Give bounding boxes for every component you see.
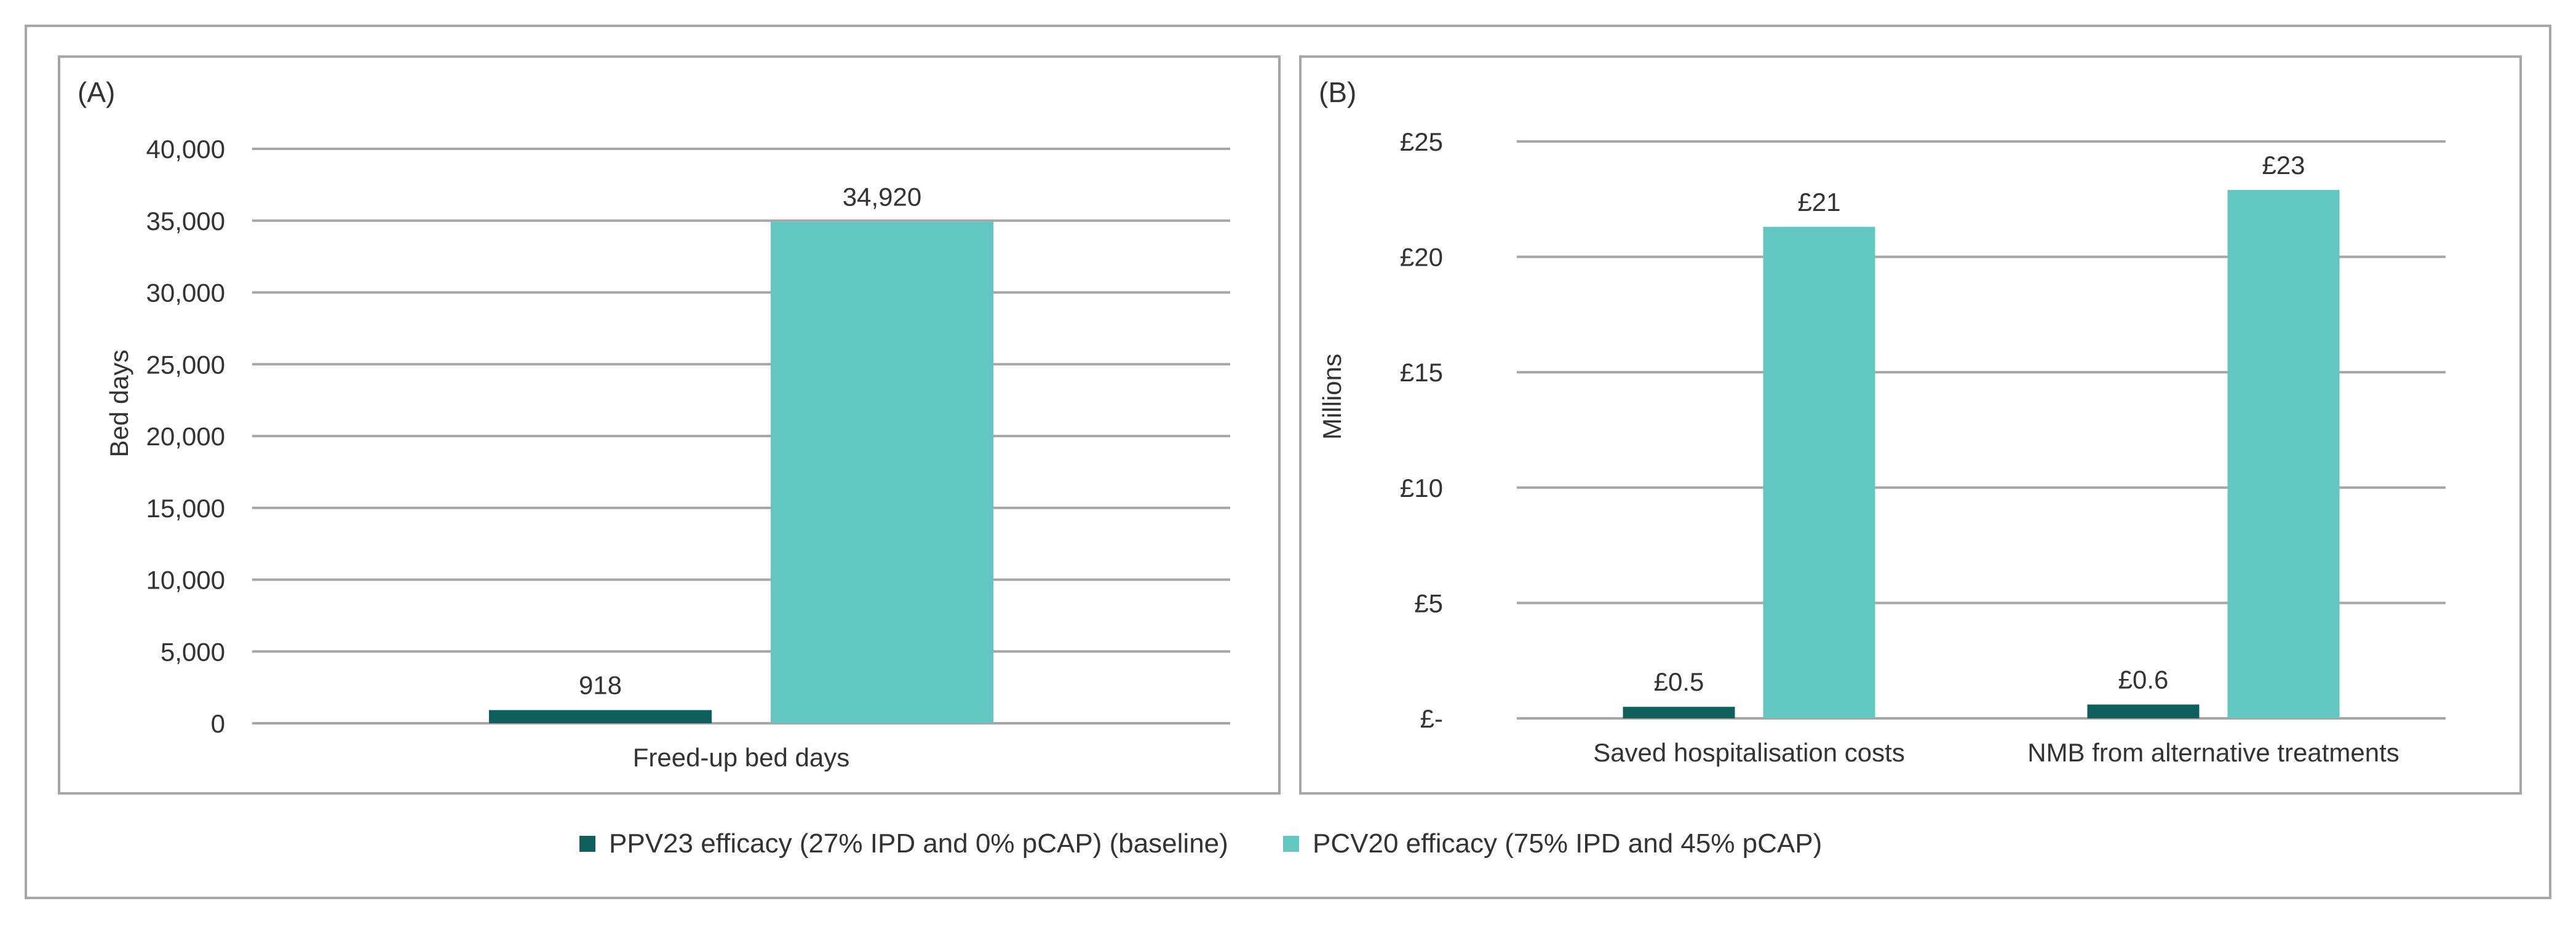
y-tick-label: £25 [1400, 127, 1443, 156]
panel-b-categories: Saved hospitalisation costs NMB from alte… [1593, 738, 2399, 767]
panel-a-gridlines [252, 148, 1230, 725]
bar-baseline [489, 710, 712, 723]
bar-baseline [2087, 704, 2200, 718]
panel-a-frame [58, 55, 1281, 795]
y-tick-label: £- [1420, 704, 1443, 733]
data-label: 918 [579, 671, 622, 700]
y-tick-label: 20,000 [146, 422, 225, 451]
panel-a: (A) Bed days 0 5,000 10,000 15,000 20,000 25,… [58, 55, 1281, 795]
legend-swatch-pcv20 [1283, 836, 1299, 852]
data-label: £23 [2262, 151, 2305, 180]
panel-b-bars [1623, 189, 2340, 719]
panel-a-y-ticks: 0 5,000 10,000 15,000 20,000 25,000 30,000 35,0… [146, 135, 225, 738]
bar-pcv20 [2227, 189, 2340, 718]
panel-b-y-ticks: £- £5 £10 £15 £20 £25 [1400, 127, 1443, 733]
panel-a-y-axis-label: Bed days [105, 349, 133, 457]
bar-baseline [1623, 707, 1735, 718]
panel-b-label: (B) [1319, 76, 1356, 108]
y-tick-label: £10 [1400, 474, 1443, 502]
y-tick-label: £15 [1400, 358, 1443, 387]
bar-pcv20 [771, 221, 993, 723]
panel-b-y-axis-label: Millions [1318, 354, 1346, 440]
panel-b: (B) Millions £-£5£10£15£20£25 £0.5£21£0.… [1299, 55, 2522, 795]
y-tick-label: 0 [211, 709, 225, 738]
y-tick-label: 40,000 [146, 135, 225, 164]
legend-swatch-baseline [579, 836, 595, 852]
y-tick-label: £20 [1400, 243, 1443, 272]
y-tick-label: 10,000 [146, 566, 225, 595]
legend-label-baseline: PPV23 efficacy (27% IPD and 0% pCAP) (ba… [609, 828, 1228, 859]
panel-a-label: (A) [78, 76, 115, 108]
legend-label-pcv20: PCV20 efficacy (75% IPD and 45% pCAP) [1313, 828, 1822, 859]
data-label: £0.6 [2118, 665, 2169, 694]
data-label: £0.5 [1654, 667, 1704, 696]
panel-a-data-labels: 918 34,920 [579, 183, 921, 700]
y-tick-label: £5 [1414, 589, 1443, 617]
y-tick-label: 25,000 [146, 350, 225, 379]
category-label: Saved hospitalisation costs [1593, 738, 1905, 767]
category-label: Freed-up bed days [633, 743, 850, 772]
bar-pcv20 [1763, 226, 1875, 719]
category-label: NMB from alternative treatments [2027, 738, 2399, 767]
y-tick-label: 5,000 [161, 637, 225, 666]
panel-a-categories: Freed-up bed days [633, 743, 850, 772]
data-label: 34,920 [843, 183, 921, 212]
panel-b-data-labels: £0.5 £21 £0.6 £23 [1654, 151, 2305, 696]
legend: PPV23 efficacy (27% IPD and 0% pCAP) (ba… [579, 828, 1822, 859]
y-tick-label: 30,000 [146, 279, 225, 308]
panel-a-bars [489, 221, 993, 723]
y-tick-label: 35,000 [146, 207, 225, 236]
y-tick-label: 15,000 [146, 494, 225, 523]
data-label: £21 [1797, 188, 1840, 216]
